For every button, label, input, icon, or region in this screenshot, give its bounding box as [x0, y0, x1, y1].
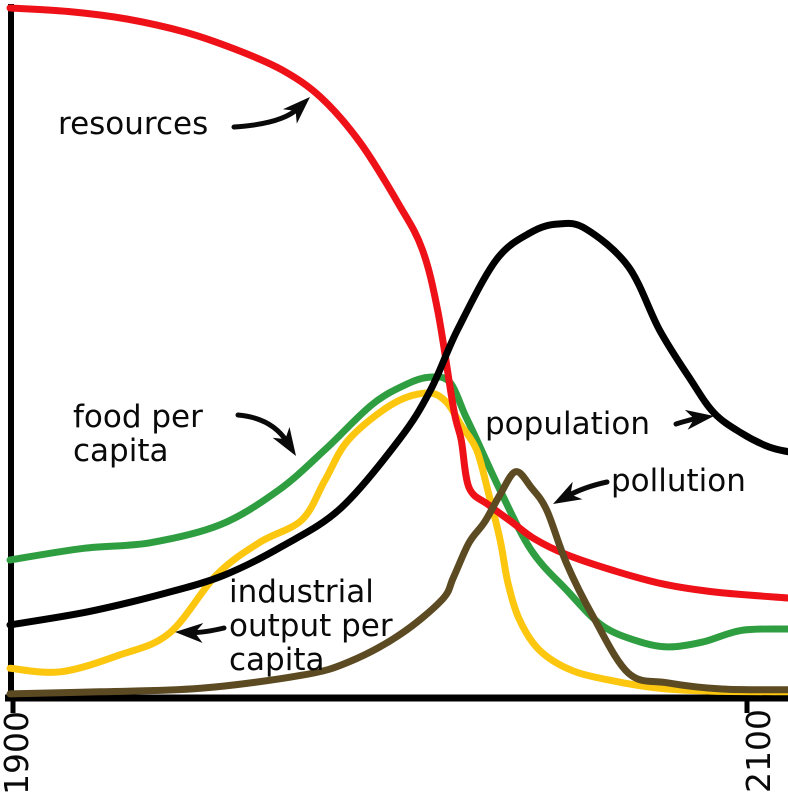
population-arrowhead-icon: [684, 409, 714, 430]
label-resources: resources: [58, 107, 208, 141]
label-line: population: [485, 406, 650, 442]
x-axis-tick-label-1900: 1900: [0, 711, 36, 795]
pollution-curve: [6, 468, 788, 698]
label-line: capita: [73, 433, 169, 469]
label-population: population: [485, 407, 650, 441]
label-industrial-output-per-capita: industrial output per capita: [229, 575, 393, 677]
label-food-per-capita: food per capita: [73, 400, 203, 468]
food-per-capita-arrowhead-icon: [272, 427, 296, 456]
food-per-capita-curve: [6, 373, 788, 651]
food-per-capita-arrow-shaft: [235, 412, 290, 445]
label-line: pollution: [611, 463, 746, 499]
resources-curve: [6, 4, 788, 602]
x-axis-tick-label-2100: 2100: [739, 709, 778, 793]
label-line: output per: [229, 608, 393, 644]
label-line: resources: [58, 106, 209, 142]
label-line: capita: [229, 642, 325, 678]
label-pollution: pollution: [611, 464, 746, 498]
resources-arrow-shaft: [231, 105, 301, 130]
pollution-arrow-shaft: [564, 479, 610, 499]
label-line: food per: [73, 399, 203, 435]
pollution-arrowhead-icon: [553, 481, 583, 504]
label-line: industrial: [229, 574, 374, 610]
industrial-output-per-capita-arrowhead-icon: [175, 623, 204, 643]
population-curve: [6, 219, 788, 629]
resources-arrowhead-icon: [282, 97, 310, 124]
